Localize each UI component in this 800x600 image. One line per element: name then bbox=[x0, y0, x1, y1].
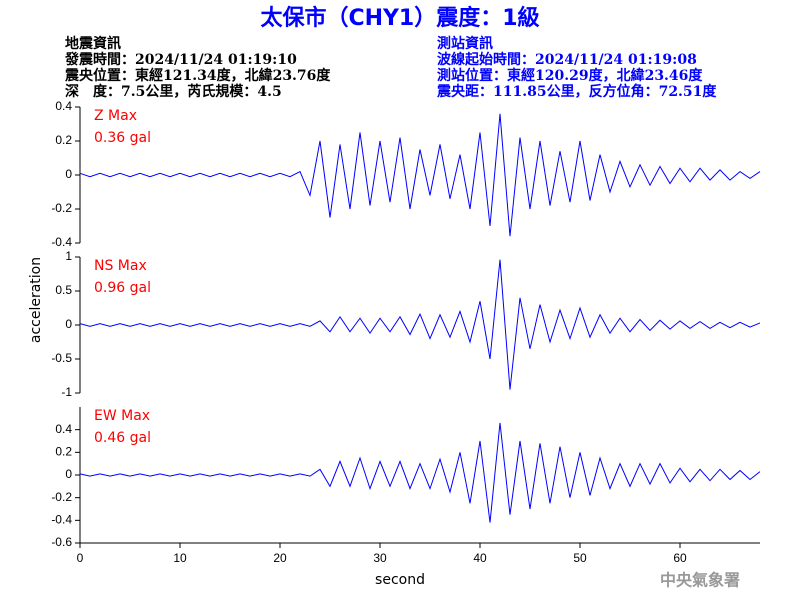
y-tick-label: 0.2 bbox=[55, 445, 72, 459]
y-tick-label: 0 bbox=[65, 317, 72, 331]
x-axis-label: second bbox=[375, 572, 425, 588]
component-label: EW Max bbox=[94, 408, 150, 424]
y-tick-label: 0.4 bbox=[55, 422, 72, 436]
y-tick-label: 0.5 bbox=[55, 283, 72, 297]
y-tick-label: -1 bbox=[61, 385, 72, 399]
y-tick-label: 0 bbox=[65, 467, 72, 481]
y-tick-label: -0.5 bbox=[51, 351, 72, 365]
y-tick-label: 0.4 bbox=[55, 99, 72, 113]
station-info: 波線起始時間：2024/11/24 01:19:08 bbox=[437, 51, 697, 68]
y-tick-label: -0.2 bbox=[51, 490, 72, 504]
x-tick-label: 30 bbox=[373, 551, 387, 565]
event-info: 深 度：7.5公里，芮氏規模：4.5 bbox=[65, 83, 282, 100]
y-tick-label: -0.4 bbox=[51, 235, 72, 249]
y-tick-label: 0 bbox=[65, 167, 72, 181]
waveform bbox=[79, 113, 761, 237]
y-axis-label: acceleration bbox=[28, 257, 44, 343]
title: 太保市（CHY1）震度：1級 bbox=[260, 5, 539, 31]
max-label: 0.46 gal bbox=[94, 430, 151, 446]
footer: 中央氣象署 bbox=[660, 571, 740, 590]
event-info: 地震資訊 bbox=[65, 35, 121, 52]
station-info: 測站資訊 bbox=[437, 35, 493, 52]
component-label: Z Max bbox=[94, 108, 137, 124]
x-tick-label: 60 bbox=[673, 551, 687, 565]
max-label: 0.96 gal bbox=[94, 280, 151, 296]
station-info: 測站位置：東經120.29度，北緯23.46度 bbox=[437, 67, 703, 84]
x-tick-label: 40 bbox=[473, 551, 487, 565]
waveform bbox=[79, 422, 761, 523]
x-tick-label: 0 bbox=[77, 551, 84, 565]
y-tick-label: -0.4 bbox=[51, 513, 72, 527]
y-tick-label: 1 bbox=[65, 249, 72, 263]
max-label: 0.36 gal bbox=[94, 130, 151, 146]
event-info: 發震時間：2024/11/24 01:19:10 bbox=[64, 51, 297, 68]
x-tick-label: 50 bbox=[573, 551, 587, 565]
x-tick-label: 10 bbox=[173, 551, 187, 565]
waveform bbox=[79, 259, 761, 390]
station-info: 震央距：111.85公里，反方位角：72.51度 bbox=[436, 83, 717, 100]
y-tick-label: -0.6 bbox=[51, 535, 72, 549]
event-info: 震央位置：東經121.34度，北緯23.76度 bbox=[64, 67, 331, 84]
component-label: NS Max bbox=[94, 258, 147, 274]
y-tick-label: -0.2 bbox=[51, 201, 72, 215]
y-tick-label: 0.2 bbox=[55, 133, 72, 147]
x-tick-label: 20 bbox=[273, 551, 287, 565]
